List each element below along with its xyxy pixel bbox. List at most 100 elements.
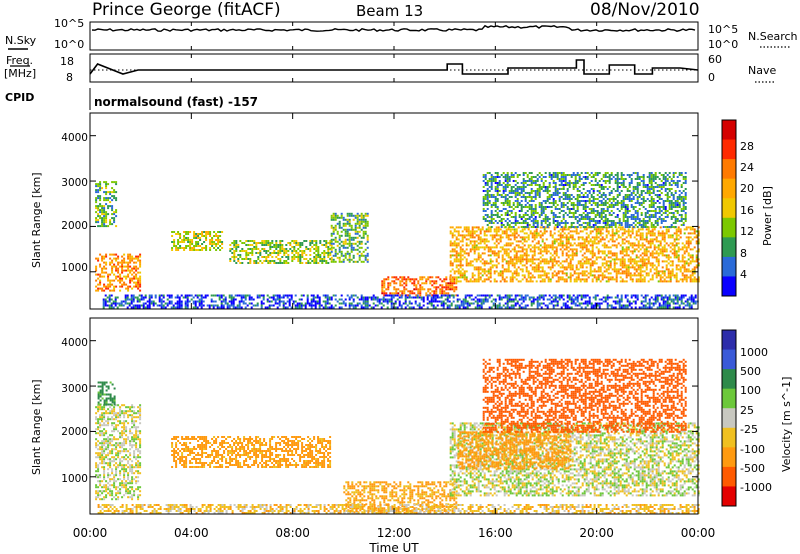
- data-cell: [498, 194, 501, 196]
- data-cell: [465, 270, 468, 273]
- data-cell: [664, 210, 667, 212]
- data-cell: [687, 268, 690, 271]
- data-cell: [613, 262, 616, 265]
- data-cell: [607, 276, 610, 279]
- data-cell: [615, 254, 618, 257]
- data-cell: [615, 244, 618, 247]
- data-cell: [496, 184, 499, 186]
- data-cell: [597, 278, 600, 281]
- data-cell: [511, 232, 514, 235]
- data-cell: [323, 240, 326, 242]
- data-cell: [407, 290, 410, 293]
- data-cell: [482, 204, 485, 206]
- data-cell: [486, 196, 489, 198]
- data-cell: [564, 220, 567, 222]
- data-cell: [524, 180, 527, 182]
- data-cell: [293, 240, 296, 242]
- data-cell: [383, 284, 386, 287]
- data-cell: [618, 182, 621, 184]
- data-cell: [115, 275, 118, 278]
- data-cell: [648, 186, 651, 188]
- data-cell: [484, 182, 487, 184]
- data-cell: [574, 218, 577, 220]
- data-cell: [514, 222, 517, 224]
- data-cell: [571, 254, 574, 257]
- data-cell: [578, 200, 581, 202]
- data-cell: [613, 234, 616, 237]
- data-cell: [121, 255, 124, 258]
- data-cell: [534, 210, 537, 212]
- data-cell: [338, 246, 341, 249]
- data-cell: [674, 216, 677, 218]
- data-cell: [212, 300, 215, 303]
- data-cell: [697, 240, 700, 243]
- data-cell: [556, 176, 559, 178]
- data-cell: [530, 178, 533, 180]
- data-cell: [516, 194, 519, 196]
- data-cell: [682, 208, 685, 210]
- data-cell: [568, 212, 571, 214]
- data-cell: [193, 233, 196, 235]
- data-cell: [623, 272, 626, 275]
- data-cell: [403, 288, 406, 291]
- data-cell: [578, 190, 581, 192]
- data-cell: [139, 275, 142, 278]
- data-cell: [174, 306, 177, 309]
- data-cell: [543, 246, 546, 249]
- data-cell: [660, 184, 663, 186]
- data-cell: [575, 230, 578, 233]
- data-cell: [483, 246, 486, 249]
- data-cell: [459, 262, 462, 265]
- data-cell: [527, 276, 530, 279]
- data-cell: [219, 245, 222, 247]
- data-cell: [176, 304, 179, 307]
- data-cell: [624, 198, 627, 200]
- data-cell: [356, 248, 359, 251]
- data-cell: [319, 254, 322, 256]
- data-cell: [135, 257, 138, 260]
- data-cell: [489, 268, 492, 271]
- data-cell: [637, 264, 640, 267]
- data-cell: [521, 254, 524, 257]
- data-cell: [360, 228, 363, 231]
- data-cell: [659, 252, 662, 255]
- data-cell: [135, 273, 138, 276]
- data-cell: [447, 292, 450, 295]
- data-cell: [628, 226, 631, 228]
- data-cell: [455, 258, 458, 261]
- data-cell: [650, 222, 653, 224]
- data-cell: [574, 212, 577, 214]
- data-cell: [646, 192, 649, 194]
- data-cell: [309, 250, 312, 252]
- data-cell: [587, 250, 590, 253]
- data-cell: [621, 260, 624, 263]
- data-cell: [449, 288, 452, 291]
- data-cell: [588, 216, 591, 218]
- data-cell: [490, 220, 493, 222]
- data-cell: [366, 258, 369, 261]
- data-cell: [477, 252, 480, 255]
- data-cell: [618, 220, 621, 222]
- data-cell: [277, 246, 280, 248]
- data-cell: [521, 258, 524, 261]
- data-cell: [481, 228, 484, 231]
- data-cell: [596, 210, 599, 212]
- data-cell: [512, 208, 515, 210]
- data-cell: [293, 246, 296, 248]
- data-cell: [325, 260, 328, 262]
- data-cell: [671, 260, 674, 263]
- data-cell: [144, 296, 147, 299]
- data-cell: [477, 242, 480, 245]
- data-cell: [325, 246, 328, 248]
- data-cell: [465, 262, 468, 265]
- data-cell: [651, 242, 654, 245]
- data-cell: [673, 276, 676, 279]
- data-cell: [129, 255, 132, 258]
- data-cell: [297, 260, 300, 262]
- data-cell: [530, 226, 533, 228]
- data-cell: [99, 199, 102, 202]
- data-cell: [356, 220, 359, 223]
- data-cell: [557, 230, 560, 233]
- data-cell: [549, 266, 552, 269]
- data-cell: [679, 236, 682, 239]
